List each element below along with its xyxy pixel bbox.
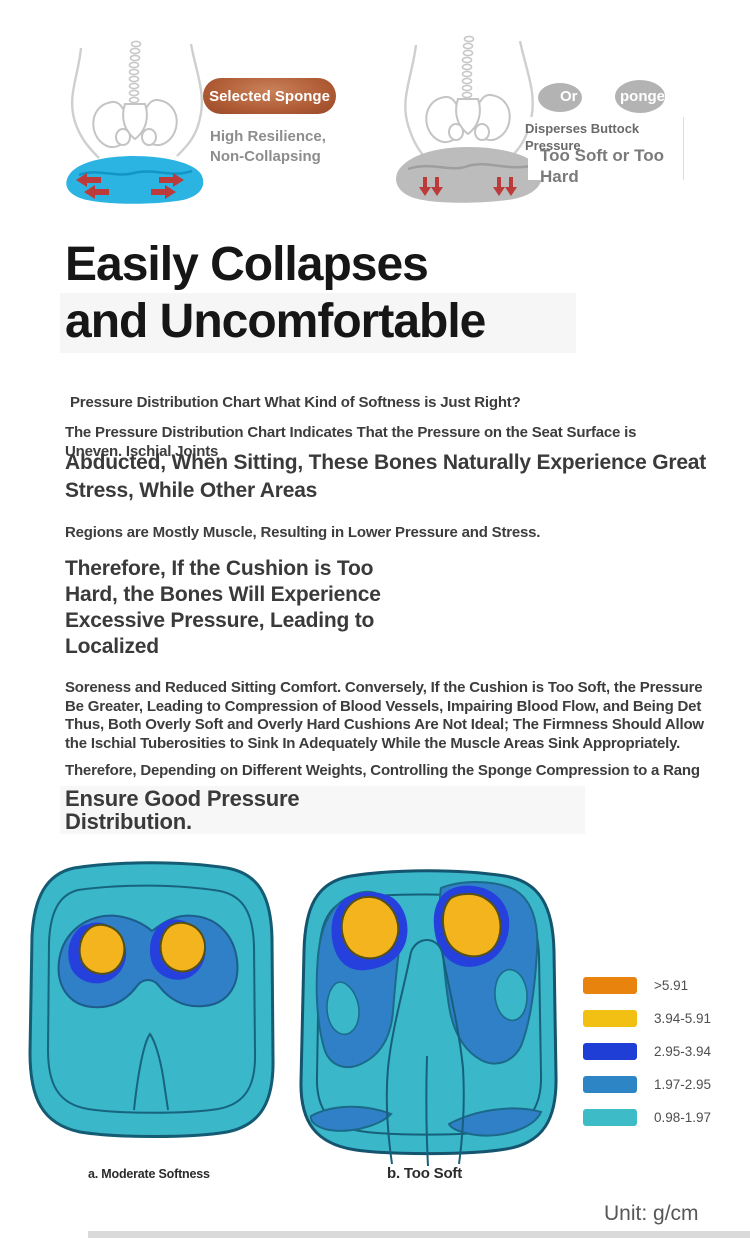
- legend-row: 0.98-1.97: [583, 1109, 711, 1126]
- peak-pressure-right: [159, 921, 207, 973]
- paragraph-compression-range: Therefore, Depending on Different Weight…: [65, 762, 700, 779]
- caption-backdrop: [528, 117, 684, 180]
- caption-too-soft: b. Too Soft: [387, 1165, 462, 1182]
- legend-label: 1.97-2.95: [654, 1077, 712, 1092]
- paragraph-ischial-stress: Abducted, When Sitting, These Bones Natu…: [65, 451, 707, 502]
- paragraph-softness-question: Pressure Distribution Chart What Kind of…: [70, 394, 521, 411]
- pressure-heatmap-moderate: [28, 861, 275, 1138]
- selected-sponge-illustration: [66, 40, 204, 204]
- legend-label: 0.98-1.97: [654, 1110, 712, 1125]
- low-pressure-island-left: [326, 981, 360, 1036]
- peak-pressure-right: [441, 892, 502, 958]
- bottom-crescent-right: [447, 1107, 543, 1137]
- selected-sponge-caption: High Resilience, Non-Collapsing: [210, 128, 326, 165]
- headline-highlight-band: [60, 293, 576, 353]
- resilient-cushion: [66, 156, 204, 204]
- page-title: Easily Collapses and Uncomfortable: [65, 238, 486, 348]
- pressure-legend: >5.91 3.94-5.91 2.95-3.94 1.97-2.95 0.98…: [583, 977, 711, 1142]
- collapsing-cushion: [396, 147, 542, 203]
- peak-pressure-left: [340, 895, 400, 960]
- bottom-crescent-left: [309, 1105, 393, 1132]
- pelvis-icon: [92, 98, 178, 148]
- low-pressure-island-right: [494, 968, 528, 1022]
- legend-row: 2.95-3.94: [583, 1043, 711, 1060]
- paragraph-muscle-regions: Regions are Mostly Muscle, Resulting in …: [65, 524, 541, 541]
- legend-row: 3.94-5.91: [583, 1010, 711, 1027]
- paragraph-uneven-pressure: The Pressure Distribution Chart Indicate…: [65, 424, 637, 460]
- downward-arrows-icon: [419, 177, 517, 196]
- gluteal-fold-contour: [133, 1032, 169, 1111]
- unit-label: Unit: g/cm: [604, 1202, 699, 1225]
- selected-sponge-badge-label: Selected Sponge: [209, 87, 330, 105]
- section-divider: [88, 1231, 750, 1238]
- spine-icon: [128, 40, 142, 104]
- caption-moderate-softness: a. Moderate Softness: [88, 1167, 210, 1181]
- peak-pressure-left: [78, 923, 126, 975]
- inner-contour: [46, 884, 257, 1114]
- thigh-contours: [385, 939, 465, 1166]
- legend-swatch: [583, 977, 637, 994]
- pressure-heatmap-too-soft: [299, 869, 558, 1166]
- ordinary-sponge-badge-right: [615, 80, 665, 113]
- body-outline: [70, 43, 204, 159]
- legend-swatch: [583, 1043, 637, 1060]
- legend-row: 1.97-2.95: [583, 1076, 711, 1093]
- legend-label: 2.95-3.94: [654, 1044, 712, 1059]
- paragraph-soreness-comfort: Soreness and Reduced Sitting Comfort. Co…: [65, 679, 704, 752]
- ordinary-sponge-caption-large: Too Soft or Too Hard: [540, 146, 664, 186]
- outward-arrows-icon: [76, 173, 184, 199]
- paragraph-too-hard: Therefore, If the Cushion is Too Hard, t…: [65, 557, 381, 658]
- legend-row: >5.91: [583, 977, 711, 994]
- legend-swatch: [583, 1109, 637, 1126]
- legend-label: >5.91: [654, 978, 689, 993]
- ordinary-sponge-badge-fragment: Or: [560, 88, 578, 105]
- ordinary-sponge-illustration: [396, 35, 542, 203]
- cushion-outline: [28, 861, 275, 1138]
- paragraph-good-distribution: Ensure Good Pressure Distribution.: [65, 786, 300, 834]
- legend-swatch: [583, 1076, 637, 1093]
- ordinary-sponge-badge-fragment: ponge: [620, 88, 665, 105]
- paragraph-highlight-band: [60, 786, 585, 834]
- ordinary-sponge-caption-small: Disperses Buttock Pressure: [525, 121, 640, 153]
- selected-sponge-badge: Selected Sponge: [203, 78, 336, 114]
- legend-label: 3.94-5.91: [654, 1011, 712, 1026]
- legend-swatch: [583, 1010, 637, 1027]
- spine-icon: [461, 35, 475, 99]
- ordinary-sponge-badge-left: [538, 83, 582, 112]
- pelvis-icon: [425, 93, 511, 143]
